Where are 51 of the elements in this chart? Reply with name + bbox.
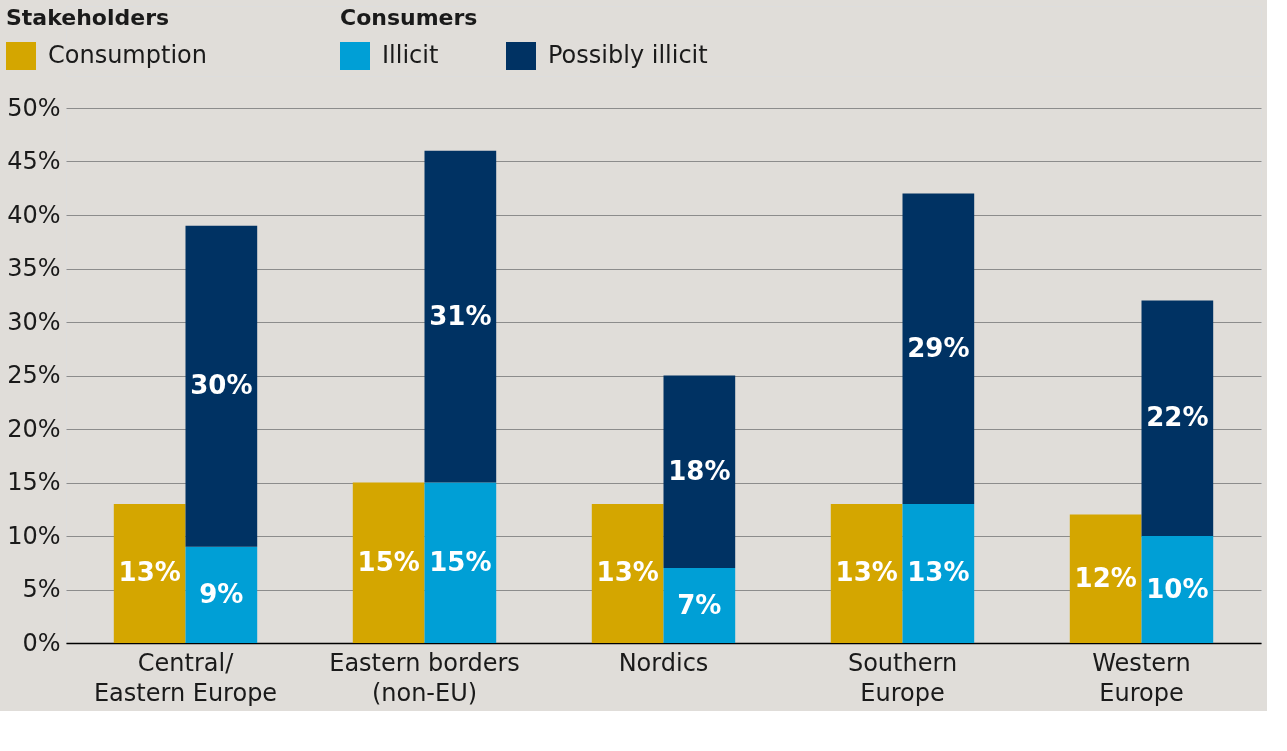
legend-label: Illicit [382, 41, 439, 69]
bar [902, 193, 975, 504]
y-tick-label: 45% [7, 147, 61, 175]
legend-label: Consumption [48, 41, 207, 69]
data-label: 31% [429, 300, 492, 331]
bar [1141, 536, 1214, 643]
x-tick-label: Central/ Eastern Europe [93, 648, 278, 707]
bar [591, 503, 664, 643]
text: Stakeholders [6, 5, 170, 30]
y-tick-label: 0% [22, 628, 61, 657]
x-tick-label: Nordics [618, 648, 709, 677]
data-label: 18% [668, 455, 731, 486]
data-label: 22% [1146, 402, 1209, 433]
bar [663, 375, 736, 569]
x-tick-label: Southern Europe [847, 648, 958, 707]
bar [424, 150, 497, 483]
y-tick-label: 10% [7, 521, 61, 550]
data-label: 10% [1146, 573, 1209, 604]
data-label: 9% [199, 578, 244, 609]
data-label: 15% [357, 546, 420, 577]
bar [352, 482, 425, 643]
data-label: 30% [190, 370, 253, 401]
data-label: 12% [1074, 562, 1137, 593]
data-label: 13% [907, 557, 970, 588]
y-tick-label: 30% [7, 307, 61, 336]
data-label: 13% [118, 557, 181, 588]
x-tick-label: Western Europe [1092, 648, 1191, 707]
y-tick-label: 50% [7, 93, 61, 122]
bar [902, 503, 975, 643]
bar [1069, 514, 1142, 643]
data-label: 13% [835, 557, 898, 588]
y-tick-label: 40% [7, 200, 61, 229]
y-tick-label: 15% [7, 468, 61, 496]
data-label: 15% [429, 546, 492, 577]
bar [424, 482, 497, 643]
data-label: 7% [677, 589, 722, 620]
bar [113, 503, 186, 643]
y-tick-label: 25% [7, 361, 61, 389]
text: Consumers [340, 5, 478, 30]
data-label: 29% [907, 332, 970, 363]
y-tick-label: 5% [22, 575, 61, 603]
bar [185, 546, 258, 643]
bar [830, 503, 903, 643]
data-label: 13% [596, 557, 659, 588]
bar [1141, 300, 1214, 536]
y-tick-label: 35% [7, 254, 61, 282]
legend-label: Possibly illicit [548, 41, 708, 69]
x-tick-label: Eastern borders (non-EU) [329, 648, 520, 707]
y-tick-label: 20% [7, 414, 61, 443]
bar [185, 225, 258, 547]
bar [663, 568, 736, 643]
